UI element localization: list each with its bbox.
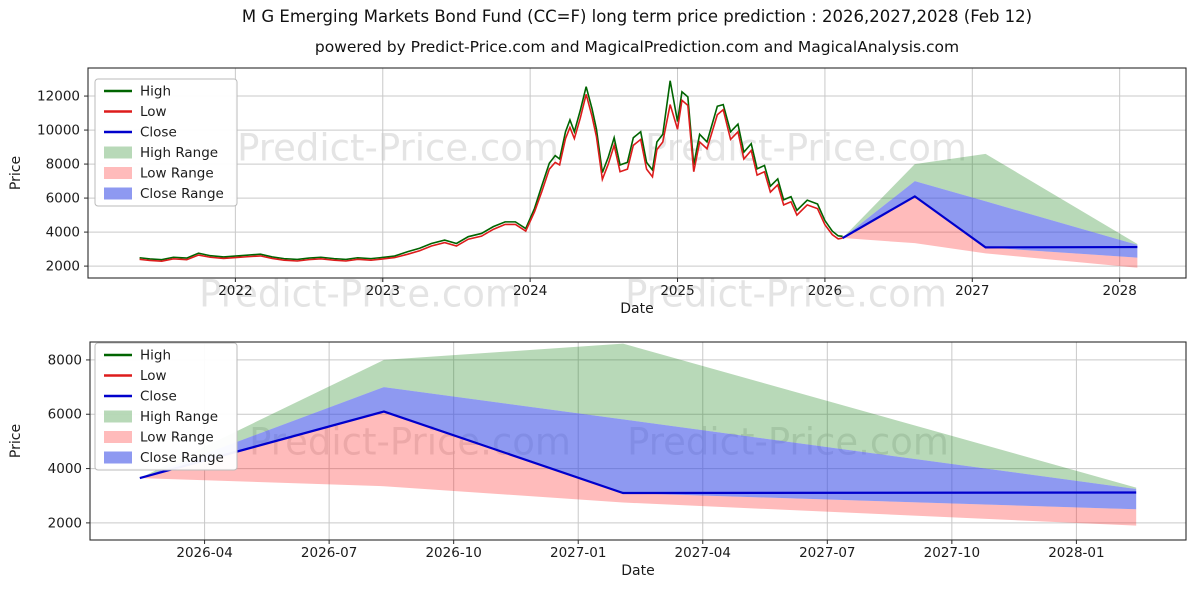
- legend-label: Close Range: [140, 450, 224, 466]
- y-tick-label: 10000: [37, 123, 80, 139]
- legend-label: Low Range: [140, 430, 214, 446]
- x-tick-label: 2027-04: [675, 545, 731, 561]
- low-range-band: [139, 411, 1137, 526]
- y-tick-label: 6000: [46, 191, 80, 207]
- x-tick-label: 2028: [1102, 283, 1136, 299]
- y-tick-label: 8000: [46, 157, 80, 173]
- legend-swatch-close_range: [104, 451, 132, 464]
- legend-label: Low: [140, 104, 167, 120]
- legend-swatch-low_range: [104, 167, 132, 179]
- legend-swatch-close_range: [104, 187, 132, 200]
- close-range-band: [842, 181, 1138, 258]
- high-line: [139, 80, 843, 261]
- legend-swatch-high_range: [104, 410, 132, 423]
- y-tick-label: 8000: [48, 352, 82, 368]
- legend-label: High: [140, 348, 171, 364]
- x-tick-label: 2027-01: [550, 545, 606, 561]
- legend-swatch-high_range: [104, 146, 132, 159]
- chart-title: M G Emerging Markets Bond Fund (CC=F) lo…: [241, 7, 1033, 26]
- x-tick-label: 2028-01: [1048, 545, 1104, 561]
- y-tick-label: 2000: [48, 515, 82, 531]
- x-tick-label: 2027-07: [799, 545, 855, 561]
- y-axis-label: Price: [8, 156, 24, 190]
- y-tick-label: 6000: [48, 407, 82, 423]
- x-tick-label: 2026: [808, 283, 842, 299]
- low-line: [139, 94, 843, 262]
- watermark-text: Predict-Price.com: [625, 273, 947, 316]
- bottom-chart: 2026-04 2026-07 2026-10 2027-01 2027-04 2027-…: [8, 341, 1187, 579]
- watermark-text: Predict-Price.com: [237, 127, 559, 170]
- x-tick-label: 2022: [218, 283, 252, 299]
- legend-label: Low: [140, 368, 167, 384]
- high-range-band: [842, 153, 1138, 245]
- x-tick-label: 2026-04: [176, 545, 232, 561]
- legend-label: Close: [140, 389, 177, 405]
- legend-swatch-low_range: [104, 431, 132, 443]
- legend-label: Close Range: [140, 186, 224, 202]
- legend-label: High Range: [140, 145, 218, 161]
- y-tick-label: 4000: [46, 225, 80, 241]
- legend-label: Close: [140, 125, 177, 141]
- low-range-band: [842, 196, 1138, 268]
- high-range-band: [139, 343, 1137, 489]
- x-tick-label: 2024: [513, 283, 547, 299]
- x-tick-label: 2027: [955, 283, 989, 299]
- x-tick-label: 2026-07: [301, 545, 357, 561]
- legend-label: Low Range: [140, 166, 214, 182]
- x-tick-label: 2023: [366, 283, 400, 299]
- plot-frame: [87, 67, 1187, 279]
- x-axis-label: Date: [621, 563, 654, 579]
- legend-label: High Range: [140, 409, 218, 425]
- y-tick-label: 12000: [37, 89, 80, 105]
- close-range-band: [139, 387, 1137, 510]
- plot-frame: [89, 341, 1187, 541]
- top-chart: 2022 2023 2024 2025 2026 2027 2028 2000 4000 6000…: [8, 67, 1187, 317]
- close-line: [842, 195, 1138, 249]
- x-axis-label: Date: [620, 301, 653, 317]
- chart-subtitle: powered by Predict-Price.com and Magical…: [314, 38, 960, 56]
- legend-label: High: [140, 84, 171, 100]
- y-tick-label: 4000: [48, 461, 82, 477]
- x-tick-label: 2025: [660, 283, 694, 299]
- watermark-text: Predict-Price.com: [199, 273, 521, 316]
- x-tick-label: 2027-10: [924, 545, 980, 561]
- y-axis-label: Price: [8, 424, 24, 458]
- close-line: [139, 410, 1137, 495]
- x-tick-label: 2026-10: [425, 545, 481, 561]
- y-tick-label: 2000: [46, 259, 80, 275]
